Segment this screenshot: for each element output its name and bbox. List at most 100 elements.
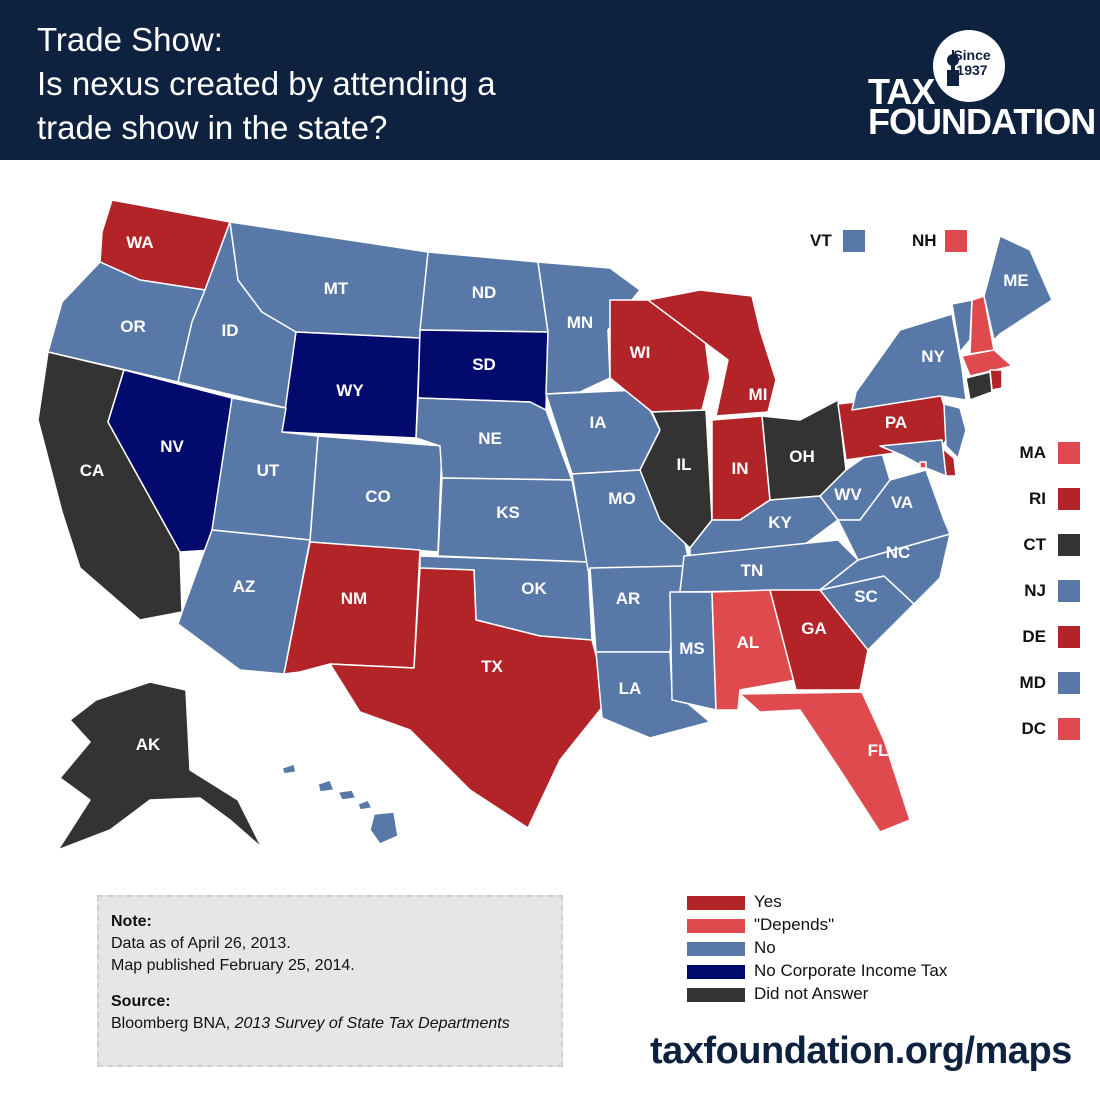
note-heading: Note: bbox=[111, 913, 152, 930]
small-state-DC: DC bbox=[1010, 717, 1080, 741]
state-label-ME: ME bbox=[1003, 271, 1029, 290]
state-label-WI: WI bbox=[630, 343, 651, 362]
state-label-MS: MS bbox=[679, 639, 705, 658]
state-RI[interactable] bbox=[989, 369, 1003, 391]
small-state-CT: CT bbox=[1010, 533, 1080, 557]
top-small-vt: VT bbox=[810, 229, 870, 253]
title-line-1: Trade Show: bbox=[37, 21, 223, 58]
legend-swatch bbox=[687, 896, 745, 910]
small-state-label: DC bbox=[1021, 719, 1046, 738]
small-state-swatch bbox=[1058, 626, 1080, 648]
small-state-swatch bbox=[1058, 672, 1080, 694]
state-label-AK: AK bbox=[136, 735, 161, 754]
state-label-OH: OH bbox=[789, 447, 815, 466]
state-label-CO: CO bbox=[365, 487, 391, 506]
state-ME[interactable] bbox=[983, 235, 1053, 341]
us-map: WA OR CA NV ID MT WY UT AZ CO NM ND SD NE KS OK TX MN IA MO… bbox=[37, 199, 1053, 851]
state-label-MN: MN bbox=[567, 313, 593, 332]
state-label-ID: ID bbox=[222, 321, 239, 340]
small-state-label: MD bbox=[1019, 673, 1046, 692]
state-label-WY: WY bbox=[336, 381, 364, 400]
top-small-nh-label: NH bbox=[912, 231, 937, 250]
state-label-NC: NC bbox=[886, 543, 911, 562]
note-line-2: Map published February 25, 2014. bbox=[111, 957, 355, 974]
state-label-MT: MT bbox=[324, 279, 349, 298]
small-state-MD: MD bbox=[1010, 671, 1080, 695]
top-small-vt-swatch bbox=[843, 230, 865, 252]
state-LA[interactable] bbox=[595, 651, 711, 739]
small-state-label: MA bbox=[1019, 443, 1046, 462]
legend-label: Yes bbox=[754, 892, 782, 911]
legend-label: No Corporate Income Tax bbox=[754, 961, 948, 980]
source-heading: Source: bbox=[111, 993, 171, 1010]
state-label-AL: AL bbox=[737, 633, 760, 652]
state-NJ[interactable] bbox=[943, 403, 967, 459]
state-label-GA: GA bbox=[801, 619, 827, 638]
small-state-swatch bbox=[1058, 488, 1080, 510]
state-label-SC: SC bbox=[854, 587, 878, 606]
state-label-CA: CA bbox=[80, 461, 105, 480]
state-label-NV: NV bbox=[160, 437, 184, 456]
legend-swatch bbox=[687, 942, 745, 956]
top-small-nh: NH bbox=[912, 229, 972, 253]
state-label-TX: TX bbox=[481, 657, 503, 676]
state-VA[interactable] bbox=[837, 469, 951, 561]
state-CT[interactable] bbox=[965, 371, 993, 401]
header-banner: Trade Show: Is nexus created by attendin… bbox=[0, 0, 1100, 160]
state-label-PA: PA bbox=[885, 413, 907, 432]
state-label-WA: WA bbox=[126, 233, 153, 252]
state-NY[interactable] bbox=[851, 313, 967, 411]
note-box: Note: Data as of April 26, 2013. Map pub… bbox=[97, 895, 563, 1067]
state-MI[interactable] bbox=[647, 289, 777, 417]
state-label-IA: IA bbox=[590, 413, 607, 432]
state-labels: WA OR CA NV ID MT WY UT AZ CO NM ND SD NE KS OK TX MN IA MO… bbox=[80, 233, 1029, 834]
legend-label: Did not Answer bbox=[754, 984, 869, 1003]
small-state-MA: MA bbox=[1010, 441, 1080, 465]
state-label-WV: WV bbox=[834, 485, 862, 504]
state-NV[interactable] bbox=[107, 369, 233, 553]
state-label-OR: OR bbox=[120, 317, 146, 336]
state-DC[interactable] bbox=[919, 461, 927, 469]
seal-since: Since bbox=[953, 47, 991, 63]
small-state-swatch bbox=[1058, 580, 1080, 602]
state-MD[interactable] bbox=[879, 439, 947, 477]
state-AK[interactable] bbox=[57, 681, 263, 851]
source-line: Bloomberg BNA, 2013 Survey of State Tax … bbox=[111, 1013, 549, 1035]
state-MA[interactable] bbox=[961, 349, 1013, 377]
state-IL[interactable] bbox=[639, 409, 713, 549]
legend-swatch bbox=[687, 965, 745, 979]
legend-swatch bbox=[687, 988, 745, 1002]
state-label-NM: NM bbox=[341, 589, 367, 608]
small-state-RI: RI bbox=[1010, 487, 1080, 511]
source-title: 2013 Survey of State Tax Departments bbox=[234, 1015, 510, 1032]
state-label-FL: FL bbox=[868, 741, 889, 760]
state-label-KY: KY bbox=[768, 513, 792, 532]
state-label-HI: HI bbox=[332, 815, 349, 834]
map-title: Trade Show: Is nexus created by attendin… bbox=[37, 18, 496, 150]
small-state-swatch bbox=[1058, 534, 1080, 556]
state-label-AZ: AZ bbox=[233, 577, 256, 596]
state-label-VA: VA bbox=[891, 493, 913, 512]
state-HI[interactable] bbox=[281, 763, 399, 845]
capitol-seal-icon: Since 1937 bbox=[933, 30, 1005, 102]
logo-word-tax: TAX bbox=[868, 71, 935, 112]
logo-word-foundation: FOUNDATION bbox=[868, 101, 1096, 142]
state-label-IN: IN bbox=[732, 459, 749, 478]
small-state-label: NJ bbox=[1024, 581, 1046, 600]
legend-label: No bbox=[754, 938, 776, 957]
website-url[interactable]: taxfoundation.org/maps bbox=[650, 1030, 1072, 1072]
small-state-NJ: NJ bbox=[1010, 579, 1080, 603]
state-TX[interactable] bbox=[329, 567, 609, 829]
state-label-SD: SD bbox=[472, 355, 496, 374]
state-label-MI: MI bbox=[749, 385, 768, 404]
seal-year: 1937 bbox=[956, 62, 988, 78]
small-state-swatch bbox=[1058, 442, 1080, 464]
top-small-nh-swatch bbox=[945, 230, 967, 252]
state-FL[interactable] bbox=[739, 691, 911, 833]
state-GA[interactable] bbox=[769, 589, 869, 691]
state-label-NY: NY bbox=[921, 347, 945, 366]
title-line-3: trade show in the state? bbox=[37, 109, 388, 146]
note-line-1: Data as of April 26, 2013. bbox=[111, 935, 291, 952]
small-state-swatch bbox=[1058, 718, 1080, 740]
state-label-LA: LA bbox=[619, 679, 642, 698]
